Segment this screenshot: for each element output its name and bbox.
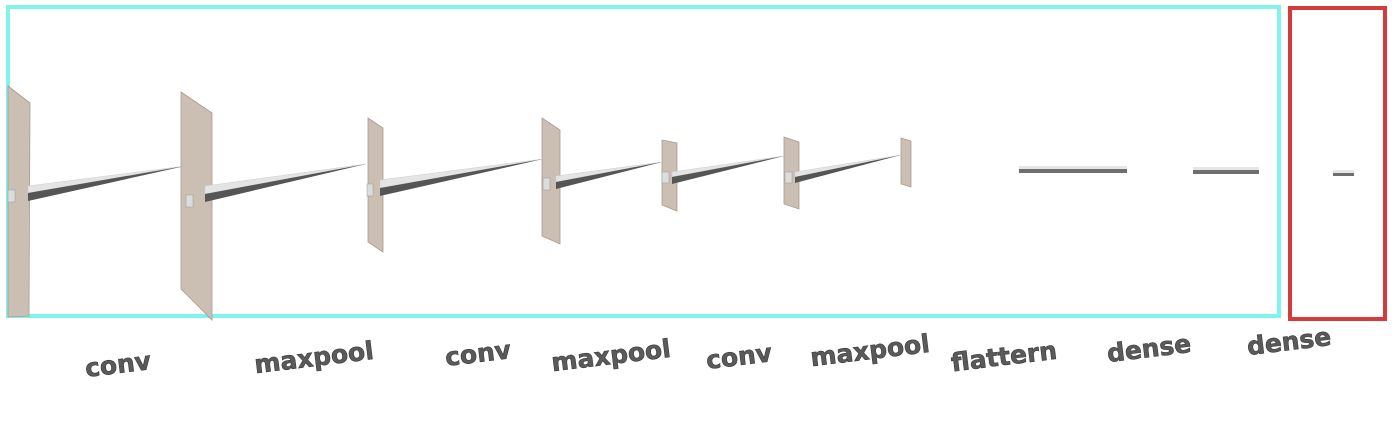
plate-maxpool-2 [541,117,561,245]
projection-5 [661,155,785,184]
label-conv-1: conv [83,346,152,383]
plate-conv-1 [7,85,31,318]
plate-conv-2 [367,117,384,253]
label-dense-1: dense [1105,329,1192,368]
feature-map-plates [7,85,912,321]
plate-flatten-end [900,137,912,188]
label-maxpool-3: maxpool [809,329,932,372]
dense-bars [1019,166,1354,176]
projection-4 [542,161,663,191]
label-maxpool-1: maxpool [253,336,376,379]
label-flatten: flattern [949,336,1058,378]
bar-dense-1 [1193,167,1259,174]
label-maxpool-2: maxpool [550,334,673,377]
plate-maxpool-1 [180,91,213,321]
output-group-box [1288,6,1387,321]
label-dense-2: dense [1245,322,1332,361]
label-conv-2: conv [443,335,512,372]
projection-2 [185,163,367,208]
layer-labels: conv maxpool conv maxpool conv maxpool f… [83,322,1333,384]
plate-conv-3 [661,139,678,212]
projection-6 [784,154,902,184]
projection-3 [366,158,544,197]
projection-1 [7,165,186,203]
kernel-projections [7,154,902,208]
bar-flatten [1019,166,1127,173]
bar-dense-2 [1333,170,1354,176]
label-conv-3: conv [704,338,773,375]
